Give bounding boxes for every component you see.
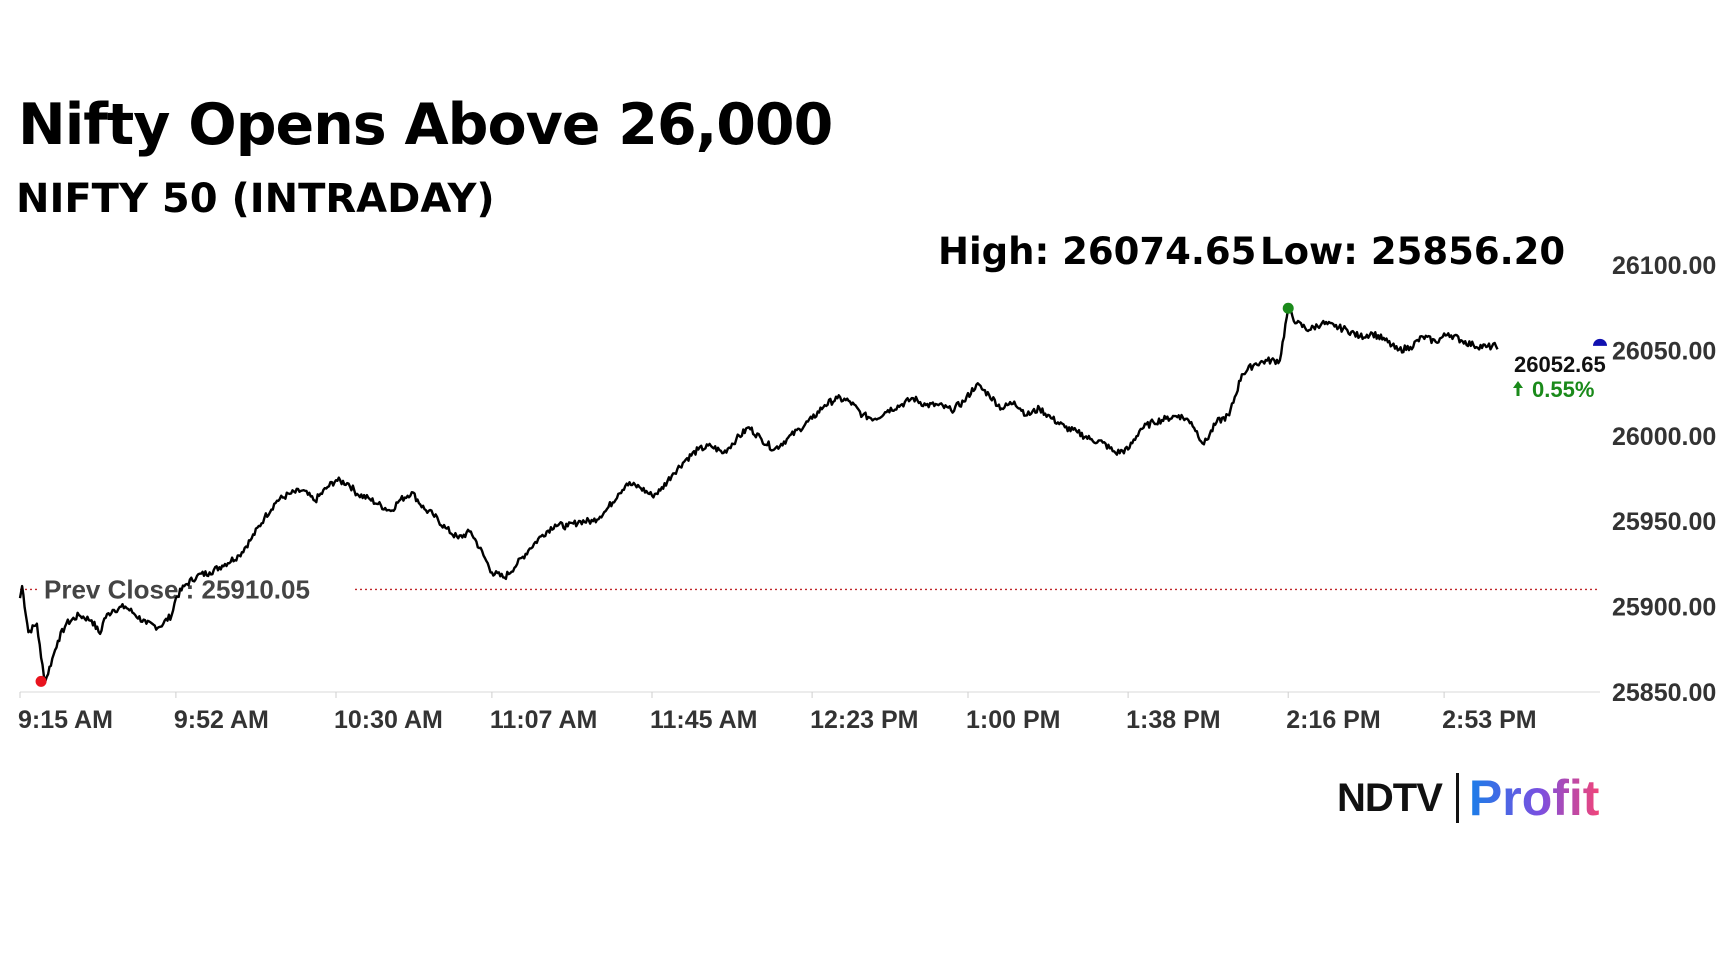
price-series-line bbox=[18, 306, 1499, 683]
y-tick-label: 26000.00 bbox=[1612, 423, 1716, 451]
logo-profit-text: Profit bbox=[1468, 770, 1600, 826]
prev-close-label: Prev Close : 25910.05 bbox=[44, 574, 310, 604]
markers bbox=[35, 302, 1607, 687]
x-tick-label: 12:23 PM bbox=[810, 706, 918, 734]
x-tick-label: 1:00 PM bbox=[966, 706, 1060, 734]
logo-ndtv-text: NDTV bbox=[1337, 775, 1443, 820]
low-label: Low: 25856.20 bbox=[1260, 230, 1566, 273]
ndtv-profit-logo: NDTV Profit bbox=[1337, 770, 1599, 826]
last-price-value: 26052.65 bbox=[1514, 352, 1606, 377]
prev-close-group: Prev Close : 25910.05 bbox=[20, 571, 1600, 606]
high-marker bbox=[1282, 302, 1294, 314]
page-title: Nifty Opens Above 26,000 bbox=[18, 92, 833, 158]
x-axis: 9:15 AM 9:52 AM 10:30 AM 11:07 AM 11:45 AM 12… bbox=[18, 691, 1600, 734]
x-tick-label: 1:38 PM bbox=[1126, 706, 1220, 734]
last-change-percent: 0.55% bbox=[1532, 377, 1594, 402]
y-tick-label: 26100.00 bbox=[1612, 252, 1716, 280]
y-axis: 25850.00 25900.00 25950.00 26000.00 26050.00… bbox=[1612, 252, 1716, 707]
y-tick-label: 25850.00 bbox=[1612, 679, 1716, 707]
last-price-labels: 26052.650.55% bbox=[1513, 352, 1606, 402]
current-price-marker bbox=[1593, 338, 1607, 346]
x-tick-label: 11:45 AM bbox=[650, 706, 757, 734]
y-tick-label: 26050.00 bbox=[1612, 337, 1716, 365]
y-tick-label: 25950.00 bbox=[1612, 508, 1716, 536]
x-tick-label: 2:53 PM bbox=[1442, 706, 1536, 734]
high-label: High: 26074.65 bbox=[938, 230, 1257, 273]
low-marker bbox=[35, 675, 47, 687]
x-tick-label: 2:16 PM bbox=[1286, 706, 1380, 734]
prev-close-label-bg bbox=[38, 571, 352, 606]
y-tick-label: 25900.00 bbox=[1612, 594, 1716, 622]
up-arrow-icon bbox=[1513, 381, 1523, 396]
logo-separator bbox=[1455, 773, 1459, 823]
chart-subtitle: NIFTY 50 (INTRADAY) bbox=[16, 176, 495, 222]
x-tick-label: 9:15 AM bbox=[18, 706, 113, 734]
x-tick-label: 9:52 AM bbox=[174, 706, 269, 734]
x-tick-label: 10:30 AM bbox=[334, 706, 443, 734]
x-tick-label: 11:07 AM bbox=[490, 706, 597, 734]
